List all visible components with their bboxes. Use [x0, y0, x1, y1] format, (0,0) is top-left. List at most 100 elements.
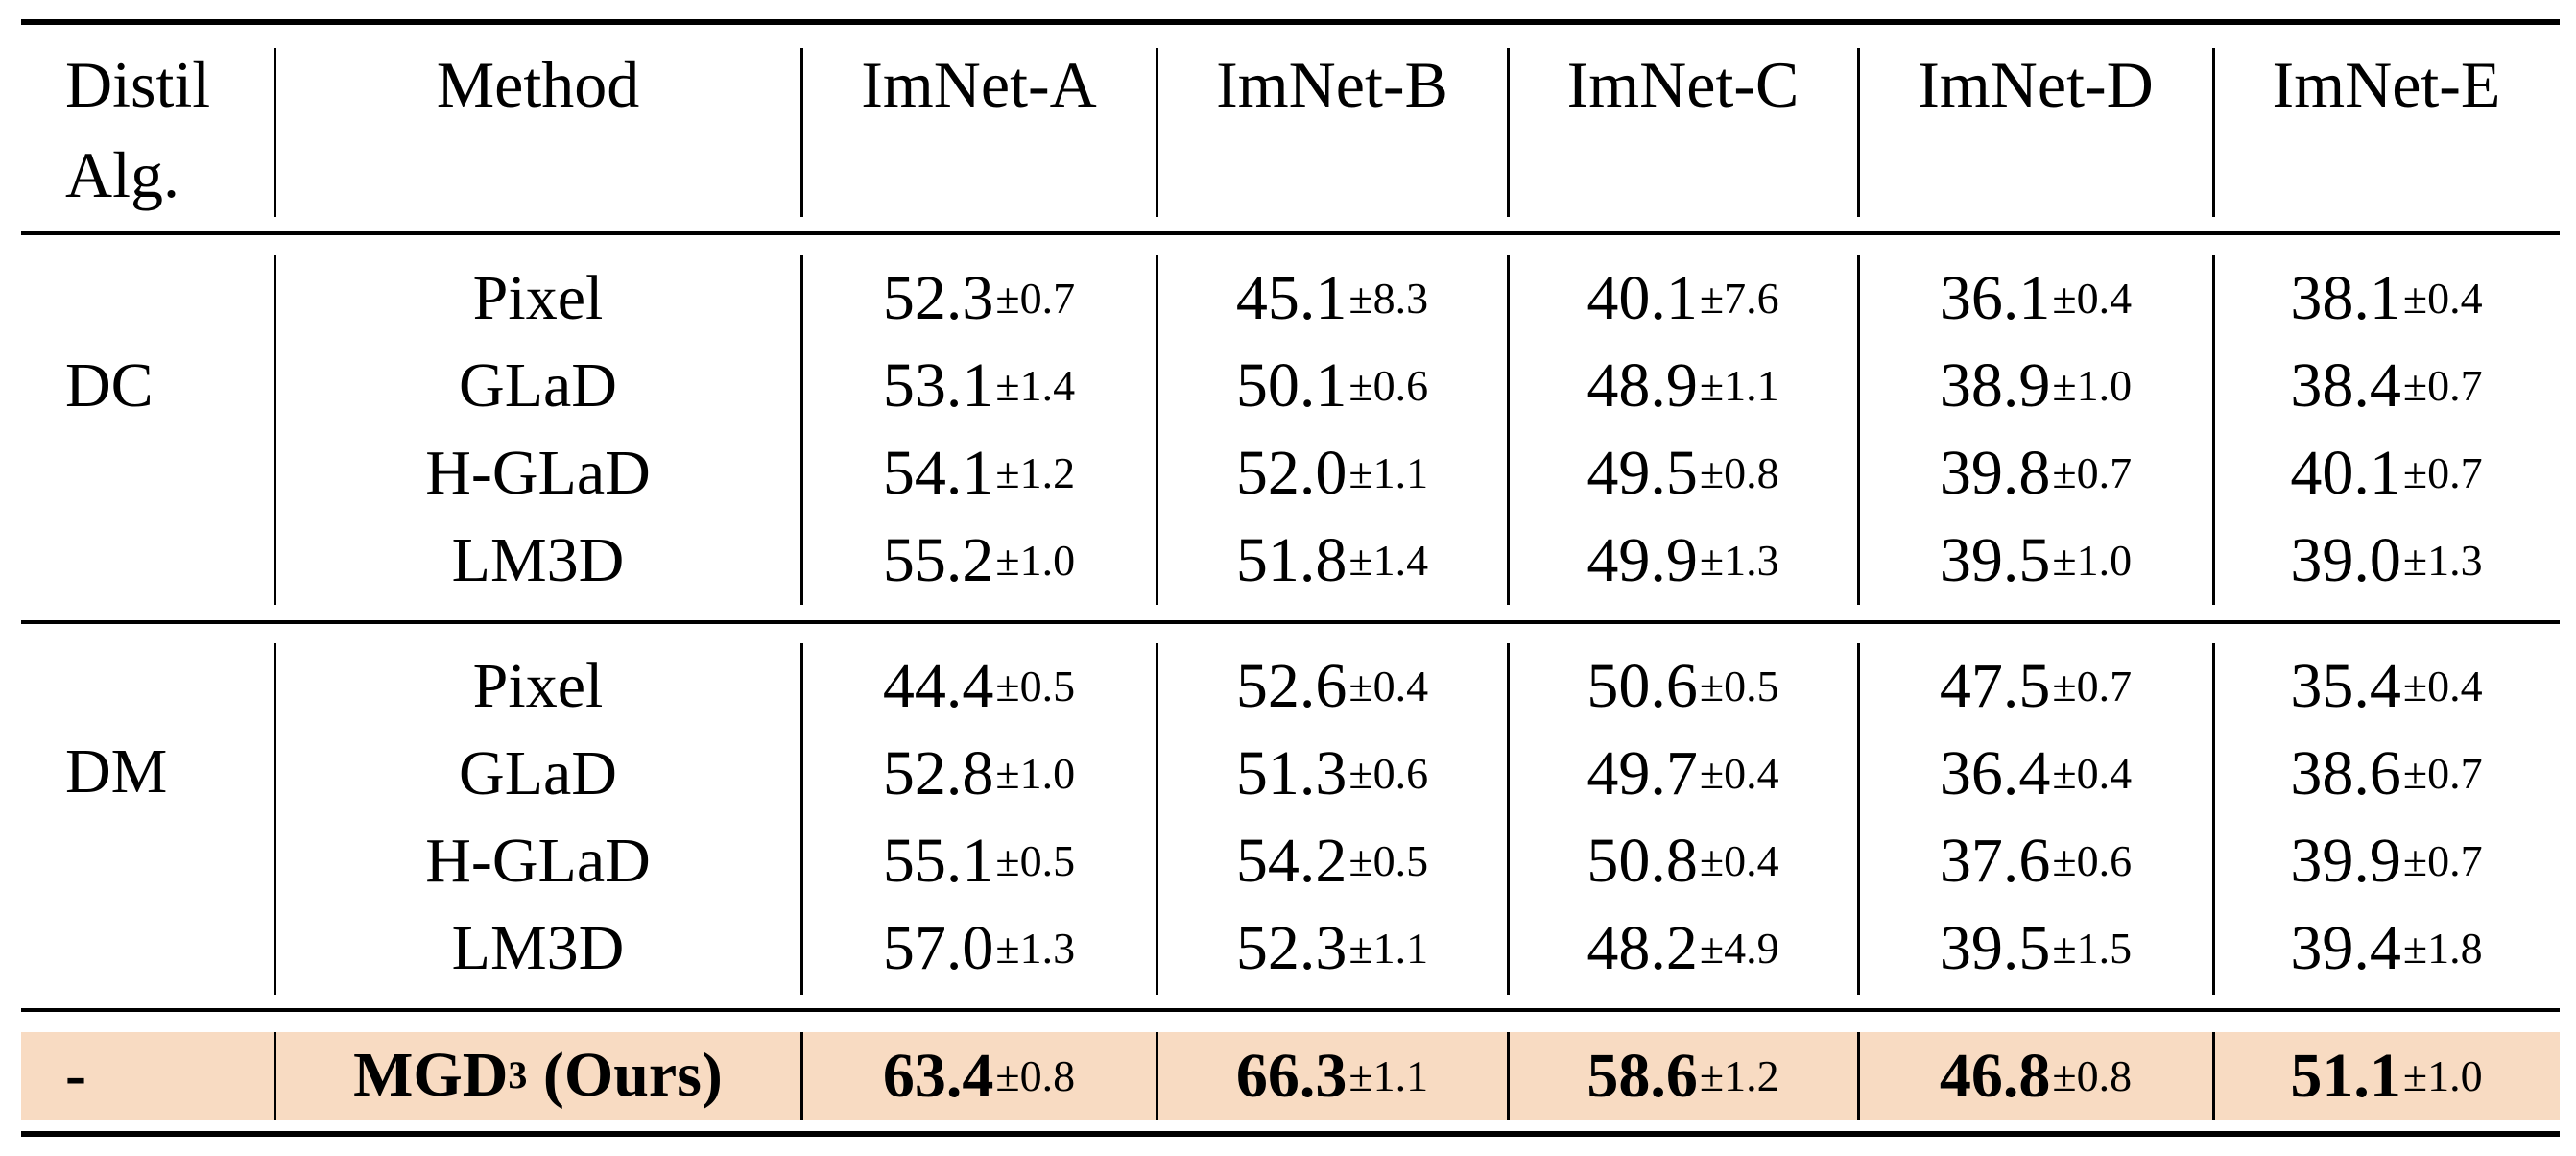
- cell-std: ±7.6: [1699, 274, 1779, 323]
- cell-std: ±1.3: [1699, 536, 1779, 585]
- header-col-c: ImNet-C: [1566, 48, 1800, 121]
- column-separator: [800, 1032, 803, 1120]
- table-cell: 38.1 ±0.4: [2213, 257, 2560, 340]
- column-separator: [1156, 643, 1158, 995]
- group-label-dc: DC: [65, 350, 154, 421]
- cell-std: ±0.7: [2052, 662, 2133, 710]
- ours-cell-std: ±0.8: [2052, 1051, 2133, 1100]
- cell-std: ±0.5: [1699, 662, 1779, 710]
- method-name: GLaD: [459, 738, 617, 808]
- cell-mean: 45.1: [1235, 263, 1348, 333]
- table-cell: 52.3 ±0.7: [801, 257, 1157, 340]
- table-cell: 50.8 ±0.4: [1508, 820, 1858, 903]
- cell-mean: 52.0: [1235, 438, 1348, 508]
- cell-mean: 49.9: [1586, 525, 1698, 595]
- table-cell: 51.3 ±0.6: [1157, 733, 1508, 815]
- table-cell: 39.0 ±1.3: [2213, 519, 2560, 602]
- cell-mean: 35.4: [2290, 651, 2401, 721]
- column-separator: [274, 643, 276, 995]
- cell-std: ±1.0: [995, 536, 1076, 585]
- cell-std: ±0.5: [1348, 836, 1429, 885]
- cell-mean: 55.2: [882, 525, 994, 595]
- cell-mean: 49.5: [1586, 438, 1698, 508]
- table-cell: 39.4 ±1.8: [2213, 907, 2560, 990]
- cell-mean: 40.1: [2290, 438, 2401, 508]
- table-cell: 55.2 ±1.0: [801, 519, 1157, 602]
- cell-std: ±1.0: [2052, 361, 2133, 410]
- cell-mean: 57.0: [882, 913, 994, 983]
- ours-cell: 63.4 ±0.8: [801, 1035, 1157, 1118]
- column-separator: [1857, 255, 1860, 605]
- cell-std: ±0.4: [2402, 274, 2483, 323]
- column-separator: [274, 48, 276, 217]
- header-col-a: ImNet-A: [861, 48, 1097, 121]
- column-separator: [274, 1032, 276, 1120]
- cell-std: ±1.8: [2402, 924, 2483, 973]
- ours-method-suffix: (Ours): [527, 1040, 723, 1110]
- column-separator: [274, 255, 276, 605]
- ours-cell-mean: 58.6: [1586, 1041, 1698, 1111]
- column-separator: [1857, 1032, 1860, 1120]
- header-distil-line1: Distil: [65, 48, 211, 121]
- method-name: Pixel: [472, 651, 604, 721]
- cell-std: ±1.1: [1348, 448, 1429, 497]
- ours-cell-std: ±1.2: [1699, 1051, 1779, 1100]
- cell-std: ±0.4: [1699, 749, 1779, 798]
- ours-cell-std: ±1.1: [1348, 1051, 1429, 1100]
- method-name: LM3D: [451, 913, 625, 983]
- column-separator: [1507, 48, 1510, 217]
- cell-std: ±1.2: [995, 448, 1076, 497]
- cell-mean: 39.4: [2290, 913, 2401, 983]
- cell-std: ±0.6: [2052, 836, 2133, 885]
- cell-mean: 55.1: [882, 826, 994, 896]
- cell-mean: 39.8: [1939, 438, 2051, 508]
- cell-mean: 51.3: [1235, 738, 1348, 808]
- cell-mean: 36.1: [1939, 263, 2051, 333]
- cell-mean: 54.1: [882, 438, 994, 508]
- ours-cell: 66.3 ±1.1: [1157, 1035, 1508, 1118]
- cell-mean: 53.1: [882, 350, 994, 421]
- cell-std: ±1.0: [2052, 536, 2133, 585]
- cell-mean: 50.1: [1235, 350, 1348, 421]
- cell-std: ±1.1: [1699, 361, 1779, 410]
- ours-cell: 46.8 ±0.8: [1858, 1035, 2213, 1118]
- table-cell: 52.6 ±0.4: [1157, 645, 1508, 728]
- column-separator: [2212, 1032, 2215, 1120]
- group-label-dm: DM: [65, 736, 168, 807]
- column-separator: [2212, 255, 2215, 605]
- method-name: H-GLaD: [425, 438, 651, 508]
- ours-cell-mean: 66.3: [1235, 1041, 1348, 1111]
- table-cell: 38.4 ±0.7: [2213, 345, 2560, 427]
- column-separator: [1857, 48, 1860, 217]
- column-separator: [1857, 643, 1860, 995]
- ours-cell: 51.1 ±1.0: [2213, 1035, 2560, 1118]
- cell-std: ±0.7: [2402, 448, 2483, 497]
- ours-method-sup: 3: [508, 1053, 528, 1096]
- ours-cell: 58.6 ±1.2: [1508, 1035, 1858, 1118]
- cell-std: ±0.4: [2052, 749, 2133, 798]
- table-cell: 52.0 ±1.1: [1157, 432, 1508, 515]
- cell-std: ±0.8: [1699, 448, 1779, 497]
- column-separator: [800, 643, 803, 995]
- cell-mean: 54.2: [1235, 826, 1348, 896]
- table-cell: 54.1 ±1.2: [801, 432, 1157, 515]
- cell-mean: 38.9: [1939, 350, 2051, 421]
- ours-cell-std: ±1.0: [2402, 1051, 2483, 1100]
- table-cell: 48.2 ±4.9: [1508, 907, 1858, 990]
- cell-std: ±0.6: [1348, 361, 1429, 410]
- cell-std: ±1.3: [2402, 536, 2483, 585]
- bottom-rule: [21, 1131, 2560, 1137]
- column-separator: [1507, 255, 1510, 605]
- table-cell: 52.8 ±1.0: [801, 733, 1157, 815]
- column-separator: [1507, 643, 1510, 995]
- cell-mean: 52.3: [1235, 913, 1348, 983]
- table-cell: 40.1 ±0.7: [2213, 432, 2560, 515]
- cell-mean: 44.4: [882, 651, 994, 721]
- cell-mean: 52.8: [882, 738, 994, 808]
- cell-std: ±0.5: [995, 836, 1076, 885]
- table-cell: 50.6 ±0.5: [1508, 645, 1858, 728]
- table-cell: 39.9 ±0.7: [2213, 820, 2560, 903]
- header-rule: [21, 231, 2560, 235]
- table-cell: 36.4 ±0.4: [1858, 733, 2213, 815]
- cell-std: ±0.5: [995, 662, 1076, 710]
